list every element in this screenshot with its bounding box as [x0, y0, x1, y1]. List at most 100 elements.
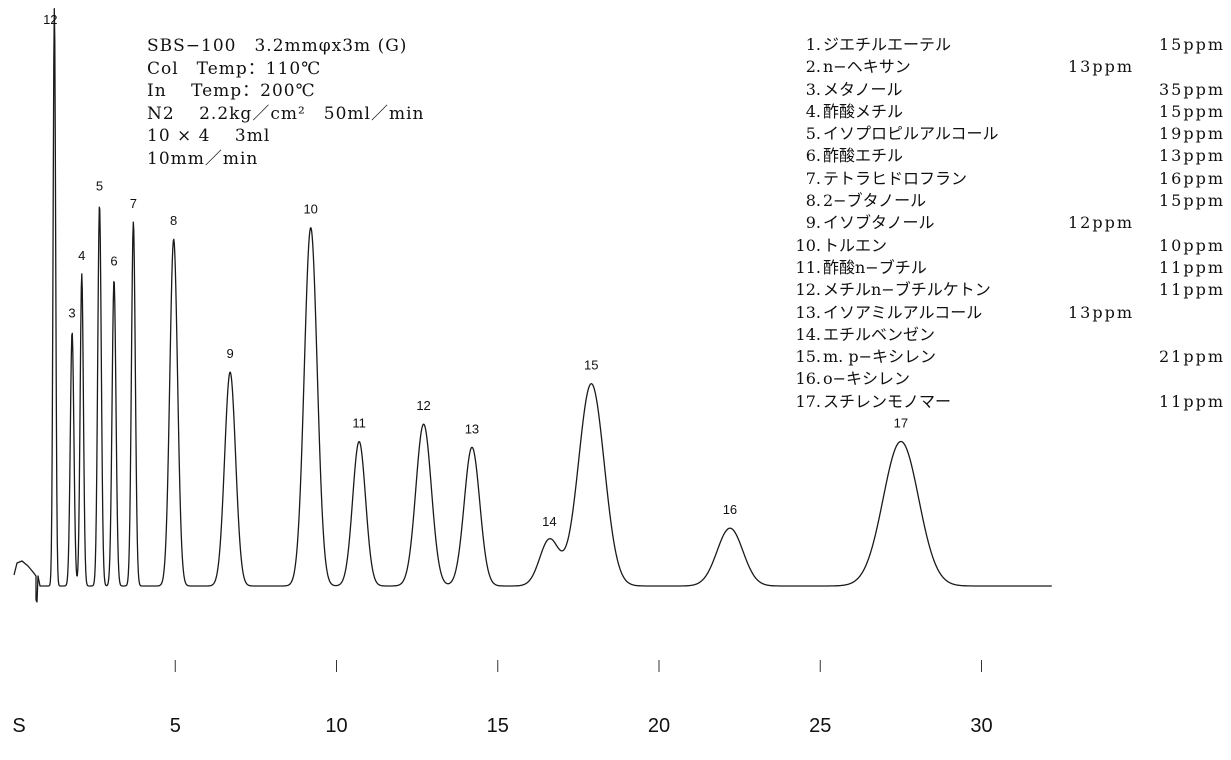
legend-item: 17. スチレンモノマー 11ppm — [783, 391, 1229, 413]
legend-item-concentration: 19ppm — [1158, 124, 1225, 144]
legend-item-number: 4. — [805, 101, 821, 121]
condition-line: SBS−100 3.2mmφx3m (G) — [147, 36, 408, 56]
legend-item-name: スチレンモノマー — [823, 391, 952, 411]
peak-label: 13 — [465, 421, 479, 436]
legend-item-name: メタノール — [823, 79, 903, 99]
legend-item-name: イソブタノール — [823, 213, 935, 233]
legend-item-number: 15. — [795, 347, 821, 367]
x-axis-ticks: S 5 10 15 20 25 30 — [12, 660, 993, 737]
legend-item-concentration: 11ppm — [1158, 391, 1225, 411]
peak-label: 17 — [894, 416, 908, 431]
condition-line: 10 × 4 3ml — [147, 126, 271, 147]
legend-item: 10. トルエン 10ppm — [783, 235, 1229, 257]
legend-item-concentration: 15ppm — [1158, 191, 1225, 211]
legend-item-number: 14. — [795, 324, 821, 344]
chromatogram-trace — [13, 8, 1052, 603]
condition-line: Col Temp：110℃ — [147, 58, 322, 79]
peak-label: 3 — [68, 306, 75, 321]
peak-label: 14 — [542, 514, 556, 529]
legend-item-name: イソプロピルアルコール — [823, 124, 999, 144]
legend-item-number: 10. — [795, 235, 821, 255]
x-tick-label: 5 — [170, 715, 181, 737]
legend-item-name: トルエン — [823, 235, 888, 255]
legend-item-number: 16. — [795, 369, 821, 389]
legend-item-number: 9. — [805, 213, 821, 233]
peak-label: 8 — [170, 213, 177, 228]
legend-item-concentration: 12ppm — [1068, 213, 1135, 233]
legend-item-concentration: 35ppm — [1158, 79, 1225, 99]
legend-item-name: 酢酸エチル — [823, 146, 904, 166]
legend-item-number: 5. — [805, 124, 821, 144]
legend-item-concentration: 10ppm — [1158, 235, 1225, 255]
peak-label: 4 — [78, 248, 85, 263]
legend-item-name: イソアミルアルコール — [823, 302, 983, 322]
compound-legend: 1. ジエチルエーテル 15ppm 2. n−ヘキサン 13ppm 3. メタノール 35ppm… — [783, 34, 1229, 413]
legend-item-number: 8. — [805, 191, 821, 211]
peak-label: 16 — [723, 502, 737, 517]
legend-item-number: 3. — [805, 79, 821, 99]
x-tick-label: 10 — [325, 715, 347, 737]
legend-item-name: 2−ブタノール — [823, 191, 927, 211]
condition-line: In Temp：200℃ — [147, 81, 316, 102]
legend-item-concentration: 13ppm — [1158, 146, 1225, 166]
x-tick-label: 20 — [648, 715, 670, 737]
legend-item: 4. 酢酸メチル 15ppm — [783, 101, 1229, 123]
legend-item-name: m. p−キシレン — [823, 347, 936, 367]
legend-item-number: 12. — [795, 280, 821, 300]
legend-item-name: 酢酸メチル — [823, 101, 904, 121]
legend-item: 13. イソアミルアルコール 13ppm — [783, 302, 1229, 324]
peak-label: 12 — [416, 398, 430, 413]
legend-item-name: テトラヒドロフラン — [823, 168, 968, 188]
condition-line: 10mm／min — [147, 148, 259, 169]
legend-item: 2. n−ヘキサン 13ppm — [783, 56, 1229, 78]
peak-label: 15 — [584, 358, 598, 373]
legend-item-name: 酢酸n−ブチル — [823, 257, 927, 277]
legend-item: 11. 酢酸n−ブチル 11ppm — [783, 257, 1229, 279]
peak-labels: 12 3 4 5 6 7 8 9 10 11 12 13 14 15 16 17 — [43, 12, 908, 529]
legend-item-concentration: 13ppm — [1068, 302, 1135, 322]
legend-item-concentration: 15ppm — [1158, 35, 1225, 54]
legend-item: 1. ジエチルエーテル 15ppm — [783, 34, 1229, 56]
peak-label: 5 — [96, 179, 103, 194]
legend-item: 15. m. p−キシレン 21ppm — [783, 346, 1229, 368]
x-tick-label: S — [12, 715, 25, 737]
legend-item-name: エチルベンゼン — [823, 324, 936, 344]
x-tick-label: 15 — [487, 715, 509, 737]
legend-item-name: メチルn−ブチルケトン — [823, 280, 991, 300]
conditions-block: SBS−100 3.2mmφx3m (G) Col Temp：110℃ In T… — [147, 35, 424, 171]
peak-label: 7 — [130, 196, 137, 211]
legend-item-number: 7. — [805, 168, 821, 188]
x-tick-label: 25 — [809, 715, 831, 737]
peak-label: 6 — [110, 254, 117, 269]
legend-item-name: n−ヘキサン — [823, 57, 911, 77]
legend-item-number: 2. — [805, 57, 821, 77]
legend-item-number: 13. — [795, 302, 821, 322]
legend-item: 8. 2−ブタノール 15ppm — [783, 190, 1229, 212]
legend-item-name: ジエチルエーテル — [823, 35, 952, 54]
legend-item-name: o−キシレン — [823, 369, 911, 389]
legend-item: 3. メタノール 35ppm — [783, 79, 1229, 101]
legend-item-concentration: 11ppm — [1158, 280, 1225, 300]
legend-item: 5. イソプロピルアルコール 19ppm — [783, 123, 1229, 145]
legend-item: 9. イソブタノール 12ppm — [783, 212, 1229, 234]
legend-item: 14. エチルベンゼン — [783, 324, 1229, 346]
legend-item: 6. 酢酸エチル 13ppm — [783, 145, 1229, 167]
legend-item-concentration: 13ppm — [1068, 57, 1135, 77]
peak-label: 9 — [226, 346, 233, 361]
legend-item-number: 1. — [805, 35, 821, 54]
legend-item-number: 17. — [795, 391, 821, 411]
legend-item: 7. テトラヒドロフラン 16ppm — [783, 168, 1229, 190]
legend-item-number: 6. — [805, 146, 821, 166]
peak-label: 10 — [303, 202, 317, 217]
legend-item-concentration: 11ppm — [1158, 257, 1225, 277]
legend-item: 16. o−キシレン — [783, 368, 1229, 390]
legend-item-concentration: 16ppm — [1158, 168, 1225, 188]
legend-item-concentration: 15ppm — [1158, 101, 1225, 121]
x-tick-label: 30 — [970, 715, 992, 737]
condition-line: N2 2.2kg／cm² 50ml／min — [147, 103, 425, 124]
peak-label: 12 — [43, 12, 57, 27]
peak-label: 11 — [352, 416, 366, 431]
legend-item-number: 11. — [795, 257, 821, 277]
legend-item-concentration: 21ppm — [1158, 347, 1225, 367]
